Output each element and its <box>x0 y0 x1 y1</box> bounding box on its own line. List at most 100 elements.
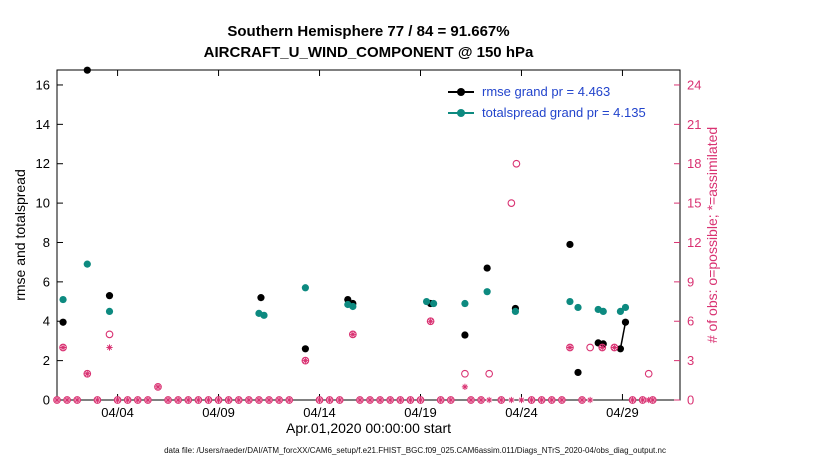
assimilated-obs-zero-marker <box>245 396 252 404</box>
assimilated-obs-zero-marker <box>225 396 232 404</box>
legend-totalspread-marker <box>448 108 474 118</box>
rmse-point <box>105 292 114 300</box>
totalspread-point <box>59 295 67 304</box>
assimilated-obs-zero-marker <box>366 396 374 404</box>
assimilated-obs-zero-marker <box>215 396 222 404</box>
possible-obs-zero-marker <box>285 396 294 404</box>
assimilated-obs-zero-marker <box>286 396 293 404</box>
legend-rmse-marker <box>448 87 474 97</box>
assimilated-obs-point <box>611 344 618 351</box>
possible-obs-point <box>348 330 357 339</box>
assimilated-obs-zero-marker <box>518 396 525 404</box>
possible-obs-zero-marker <box>174 396 183 404</box>
assimilated-obs-zero-marker <box>377 396 384 404</box>
possible-obs-zero-marker <box>325 396 334 404</box>
possible-obs-zero-marker <box>73 396 82 404</box>
x-tick-label: 04/29 <box>606 405 639 420</box>
possible-obs-point <box>105 330 114 339</box>
y-left-tick-label: 10 <box>36 196 50 211</box>
y-left-tick-label: 16 <box>36 77 50 92</box>
assimilated-obs-zero-marker <box>649 396 656 404</box>
possible-obs-zero-marker <box>123 396 132 404</box>
possible-obs-zero-marker <box>184 396 193 404</box>
x-tick-label: 04/24 <box>505 405 538 420</box>
possible-obs-zero-marker <box>335 396 344 404</box>
x-tick-label: 04/09 <box>202 405 235 420</box>
totalspread-point <box>483 288 491 296</box>
possible-obs-zero-marker <box>578 396 586 404</box>
rmse-point <box>621 318 630 326</box>
assimilated-obs-point <box>461 383 469 390</box>
data-file-caption: data file: /Users/raeder/DAI/ATM_forcXX/… <box>164 446 666 455</box>
possible-obs-zero-marker <box>93 396 102 404</box>
possible-obs-zero-marker <box>527 396 536 404</box>
rmse-dot-icon <box>457 87 465 96</box>
assimilated-obs-point <box>106 344 113 351</box>
y-left-tick-label: 2 <box>43 353 50 368</box>
assimilated-obs-zero-marker <box>437 396 444 404</box>
assimilated-obs-zero-marker <box>265 396 273 404</box>
possible-obs-zero-marker <box>547 396 556 404</box>
totalspread-point <box>430 299 438 308</box>
assimilated-obs-zero-marker <box>528 396 535 404</box>
assimilated-obs-zero-marker <box>164 396 172 404</box>
possible-obs-zero-marker <box>244 396 253 404</box>
rmse-point <box>461 331 469 339</box>
assimilated-obs-zero-marker <box>587 396 594 404</box>
possible-obs-zero-marker <box>376 396 384 404</box>
assimilated-obs-zero-marker <box>63 396 71 404</box>
legend-totalspread-label: totalspread grand pr = 4.135 <box>482 105 646 120</box>
possible-obs-zero-marker <box>144 396 152 404</box>
rmse-point <box>83 66 91 74</box>
possible-obs-point <box>598 343 607 352</box>
possible-obs-zero-marker <box>406 396 415 404</box>
rmse-point <box>483 264 491 272</box>
possible-obs-zero-marker <box>628 396 637 404</box>
assimilated-obs-zero-marker <box>124 396 131 404</box>
possible-obs-zero-marker <box>467 396 475 404</box>
possible-obs-zero-marker <box>113 396 122 404</box>
x-tick-label: 04/04 <box>101 405 134 420</box>
assimilated-obs-zero-marker <box>134 396 141 404</box>
rmse-point <box>301 345 309 353</box>
y-right-tick-label: 15 <box>687 196 701 211</box>
possible-obs-point <box>461 369 469 378</box>
assimilated-obs-zero-marker <box>417 396 424 404</box>
rmse-point <box>257 294 265 302</box>
assimilated-obs-zero-marker <box>74 396 81 404</box>
possible-obs-point <box>507 199 516 207</box>
y-right-tick-label: 24 <box>687 77 701 92</box>
possible-obs-point <box>83 369 92 378</box>
assimilated-obs-point <box>302 357 309 364</box>
y-right-tick-label: 3 <box>687 353 694 368</box>
assimilated-obs-zero-marker <box>629 396 636 404</box>
y-left-tick-label: 4 <box>43 314 50 329</box>
assimilated-obs-zero-marker <box>538 396 545 404</box>
possible-obs-zero-marker <box>204 396 213 404</box>
totalspread-point <box>616 307 625 315</box>
possible-obs-zero-marker <box>164 396 172 404</box>
totalspread-point <box>621 303 630 312</box>
rmse-point <box>574 368 582 377</box>
totalspread-point <box>566 297 574 306</box>
possible-obs-zero-marker <box>63 396 71 404</box>
assimilated-obs-point <box>566 344 574 351</box>
y-left-tick-label: 14 <box>36 117 50 132</box>
possible-obs-zero-marker <box>234 396 243 404</box>
possible-obs-zero-marker <box>194 396 203 404</box>
totalspread-point <box>260 311 268 319</box>
possible-obs-point <box>512 159 521 168</box>
assimilated-obs-zero-marker <box>316 396 323 404</box>
rmse-point <box>616 345 625 353</box>
assimilated-obs-zero-marker <box>508 396 515 404</box>
possible-obs-point <box>154 383 162 391</box>
possible-obs-zero-marker <box>436 396 445 404</box>
assimilated-obs-point <box>349 331 356 338</box>
assimilated-obs-point <box>599 344 606 351</box>
totalspread-point <box>422 297 431 306</box>
possible-obs-zero-marker <box>53 396 61 404</box>
possible-obs-zero-marker <box>214 396 223 404</box>
x-axis-label: Apr.01,2020 00:00:00 start <box>285 420 451 436</box>
assimilated-obs-zero-marker <box>195 396 202 404</box>
